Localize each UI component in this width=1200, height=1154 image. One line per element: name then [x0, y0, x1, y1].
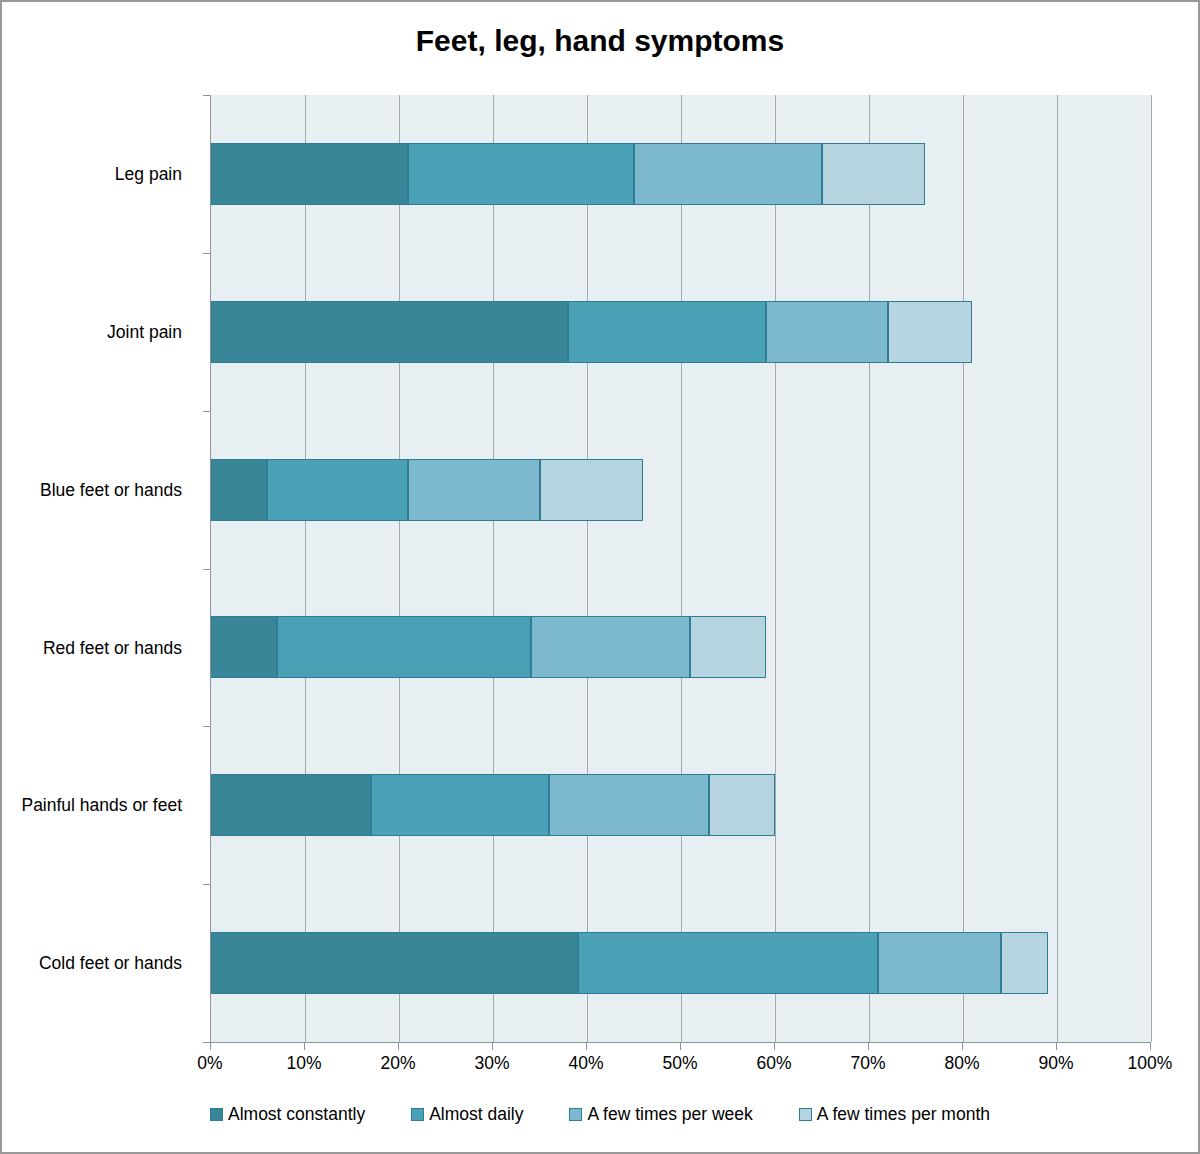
x-axis-tick: [398, 1042, 399, 1050]
y-axis-tick: [203, 253, 211, 254]
gridline: [493, 95, 494, 1042]
bar-segment-2-1: [267, 459, 408, 521]
bar-segment-3-2: [531, 616, 691, 678]
legend-swatch: [210, 1108, 223, 1121]
category-label: Red feet or hands: [0, 569, 182, 727]
value-axis-labels: 0%10%20%30%40%50%60%70%80%90%100%: [210, 1053, 1150, 1079]
x-axis-label: 0%: [165, 1053, 255, 1074]
category-label: Painful hands or feet: [0, 726, 182, 884]
category-axis-labels: Leg painJoint painBlue feet or handsRed …: [0, 95, 196, 1042]
bar-segment-1-0: [211, 301, 568, 363]
bar-segment-3-3: [690, 616, 765, 678]
chart-title: Feet, leg, hand symptoms: [0, 24, 1200, 58]
gridline: [1151, 95, 1152, 1042]
y-axis-tick: [203, 95, 211, 96]
x-axis-tick: [210, 1042, 211, 1050]
bar-segment-0-2: [634, 143, 822, 205]
x-axis-tick: [774, 1042, 775, 1050]
x-axis-label: 60%: [729, 1053, 819, 1074]
bar-segment-4-1: [371, 774, 550, 836]
plot-area: [210, 95, 1151, 1043]
legend-item: Almost constantly: [210, 1104, 365, 1125]
x-axis-label: 100%: [1105, 1053, 1195, 1074]
legend-swatch: [569, 1108, 582, 1121]
x-axis-label: 40%: [541, 1053, 631, 1074]
bar-segment-5-1: [578, 932, 879, 994]
y-axis-tick: [203, 569, 211, 570]
category-label: Joint pain: [0, 253, 182, 411]
category-label: Cold feet or hands: [0, 884, 182, 1042]
gridline: [869, 95, 870, 1042]
bar-segment-2-3: [540, 459, 643, 521]
y-axis-tick: [203, 884, 211, 885]
legend-item: A few times per week: [569, 1104, 752, 1125]
bar-segment-5-0: [211, 932, 578, 994]
bar-segment-1-3: [888, 301, 973, 363]
y-axis-tick: [203, 411, 211, 412]
gridline: [1057, 95, 1058, 1042]
legend-label: A few times per week: [587, 1104, 752, 1125]
gridline: [681, 95, 682, 1042]
legend-label: A few times per month: [817, 1104, 990, 1125]
bar-segment-0-0: [211, 143, 408, 205]
x-axis-label: 50%: [635, 1053, 725, 1074]
bar-segment-3-0: [211, 616, 277, 678]
x-axis-label: 70%: [823, 1053, 913, 1074]
gridline: [587, 95, 588, 1042]
bar-segment-4-2: [549, 774, 709, 836]
bar-segment-0-3: [822, 143, 925, 205]
legend-item: Almost daily: [411, 1104, 523, 1125]
bar-segment-2-0: [211, 459, 267, 521]
bar-segment-4-0: [211, 774, 371, 836]
bar-segment-5-2: [878, 932, 1000, 994]
x-axis-tick: [680, 1042, 681, 1050]
bar-segment-3-1: [277, 616, 531, 678]
x-axis-label: 10%: [259, 1053, 349, 1074]
gridline: [963, 95, 964, 1042]
gridline: [775, 95, 776, 1042]
gridline: [305, 95, 306, 1042]
bar-segment-1-2: [766, 301, 888, 363]
x-axis-tick: [586, 1042, 587, 1050]
x-axis-tick: [868, 1042, 869, 1050]
x-axis-tick: [962, 1042, 963, 1050]
legend-swatch: [411, 1108, 424, 1121]
gridline: [399, 95, 400, 1042]
bar-segment-4-3: [709, 774, 775, 836]
x-axis-tick: [1056, 1042, 1057, 1050]
x-axis-label: 80%: [917, 1053, 1007, 1074]
category-label: Blue feet or hands: [0, 411, 182, 569]
x-axis-label: 30%: [447, 1053, 537, 1074]
bar-segment-0-1: [408, 143, 634, 205]
x-axis-label: 20%: [353, 1053, 443, 1074]
legend-label: Almost daily: [429, 1104, 523, 1125]
category-label: Leg pain: [0, 95, 182, 253]
x-axis-label: 90%: [1011, 1053, 1101, 1074]
legend-swatch: [799, 1108, 812, 1121]
x-axis-tick: [492, 1042, 493, 1050]
x-axis-tick: [304, 1042, 305, 1050]
legend-label: Almost constantly: [228, 1104, 365, 1125]
y-axis-tick: [203, 726, 211, 727]
legend: Almost constantly Almost daily A few times…: [0, 1104, 1200, 1125]
x-axis-tick: [1150, 1042, 1151, 1050]
bar-segment-5-3: [1001, 932, 1048, 994]
legend-item: A few times per month: [799, 1104, 990, 1125]
bar-segment-2-2: [408, 459, 540, 521]
bar-segment-1-1: [568, 301, 765, 363]
